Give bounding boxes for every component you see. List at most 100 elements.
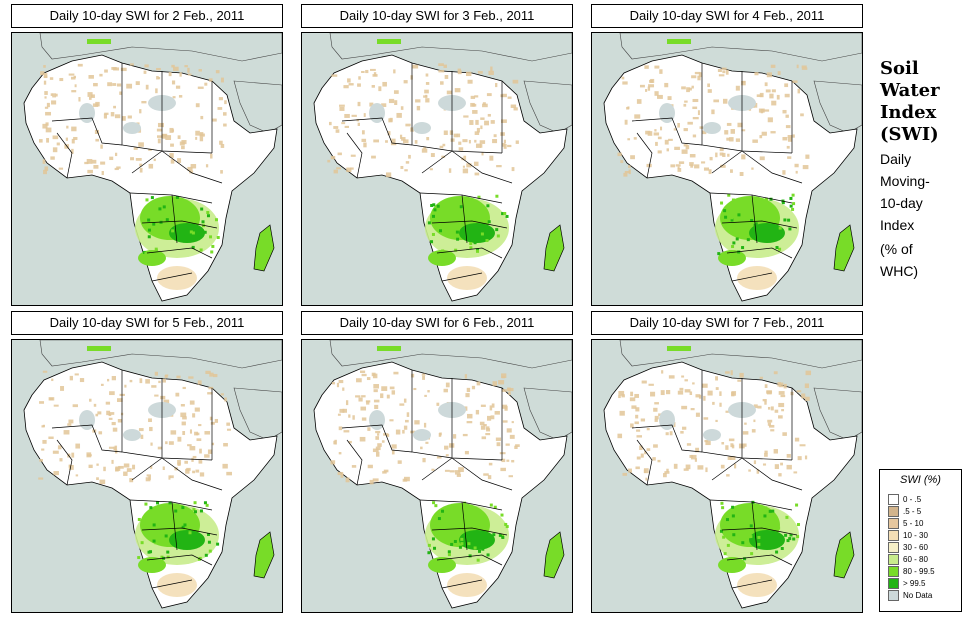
dry-patch — [799, 444, 806, 447]
country-border — [731, 272, 773, 282]
dry-patch — [339, 106, 345, 111]
dry-patch — [63, 430, 70, 435]
wet-patch — [481, 547, 485, 551]
dry-patch — [684, 100, 688, 103]
dry-patch — [804, 455, 808, 460]
dry-patch — [386, 394, 390, 399]
dry-patch — [657, 459, 661, 463]
wet-patch — [743, 557, 747, 561]
dry-patch — [370, 68, 376, 71]
dry-patch — [173, 66, 179, 71]
dry-patch — [770, 406, 774, 411]
country-borders — [341, 370, 513, 589]
wet-patch — [788, 227, 792, 231]
wet-patch — [204, 553, 208, 557]
dry-patch — [442, 143, 446, 147]
wet-patch — [493, 505, 497, 509]
wet-patch — [723, 552, 727, 556]
dry-patch — [501, 376, 506, 379]
dry-patch — [695, 394, 701, 398]
dry-patch — [208, 386, 214, 390]
dry-patch — [144, 64, 149, 68]
dry-patch — [393, 90, 399, 94]
dry-patch — [753, 404, 758, 409]
dry-patch — [366, 377, 371, 381]
dry-patch — [438, 432, 442, 437]
dry-patch — [344, 125, 350, 128]
dry-patch — [163, 399, 170, 404]
dry-patch — [697, 465, 704, 470]
dry-patch — [487, 415, 492, 421]
dry-patch — [458, 467, 464, 473]
madagascar — [833, 224, 855, 272]
dry-patch — [781, 409, 785, 412]
dry-patch — [331, 382, 336, 385]
dry-patch — [659, 126, 663, 131]
wet-area — [428, 557, 456, 573]
dry-patch — [55, 93, 58, 97]
side-unit: (% of WHC) — [880, 238, 964, 282]
wet-patch — [162, 205, 166, 209]
dry-patch — [713, 99, 720, 103]
dry-patch — [653, 132, 660, 136]
dry-patch — [129, 379, 133, 383]
dry-patch — [343, 430, 350, 433]
dry-patch — [107, 378, 110, 382]
dry-patch — [438, 63, 444, 66]
wet-patch — [191, 231, 195, 235]
dry-patch — [393, 69, 396, 74]
country-border — [141, 220, 218, 229]
wet-patch — [769, 197, 773, 201]
dry-patch — [764, 384, 768, 388]
dry-patch — [722, 152, 726, 158]
dry-patch — [741, 80, 746, 84]
country-border — [411, 370, 453, 459]
dry-patch — [169, 153, 174, 158]
legend-item: 5 - 10 — [888, 518, 958, 530]
dry-patch — [339, 408, 345, 413]
dry-patch — [139, 109, 142, 114]
dry-patch — [96, 463, 99, 466]
dry-patch — [337, 471, 344, 476]
dry-patch — [692, 98, 699, 103]
dry-patch — [784, 83, 789, 88]
wet-patch — [453, 539, 457, 543]
country-border — [431, 527, 508, 536]
wet-patch — [154, 249, 158, 253]
dry-patch — [444, 445, 449, 450]
dry-patch — [440, 81, 444, 85]
dry-patch — [412, 64, 419, 69]
dry-patch — [770, 131, 776, 134]
dry-patch — [779, 382, 784, 388]
dry-patch — [431, 468, 435, 471]
wet-patch — [145, 198, 149, 202]
dry-patch — [182, 431, 186, 436]
dry-patch — [474, 131, 480, 135]
side-title-line: Index — [880, 102, 937, 123]
dry-patch — [45, 111, 52, 116]
wet-patch — [199, 248, 203, 252]
map-panel-2: Daily 10-day SWI for 3 Feb., 2011 — [301, 4, 573, 306]
dry-patch — [487, 113, 491, 117]
country-border — [711, 457, 803, 491]
dry-patch — [42, 370, 48, 373]
dry-patch — [373, 139, 380, 143]
dry-patch — [752, 139, 758, 143]
dry-patch — [382, 81, 387, 87]
dry-patch — [360, 370, 366, 374]
dry-patch — [109, 391, 115, 396]
dry-patch — [759, 92, 764, 98]
dry-patch — [457, 68, 462, 73]
dry-patch — [189, 446, 196, 451]
dry-patch — [224, 397, 227, 402]
dry-patch — [737, 122, 743, 128]
dry-patch — [761, 131, 767, 136]
dry-patch — [702, 130, 707, 135]
dry-patch — [643, 468, 649, 474]
dry-patch — [39, 401, 45, 404]
dry-patch — [697, 110, 700, 116]
dry-patch — [116, 398, 123, 402]
dry-patch — [665, 432, 669, 436]
dry-patch — [705, 440, 711, 446]
dry-patch — [177, 462, 181, 466]
